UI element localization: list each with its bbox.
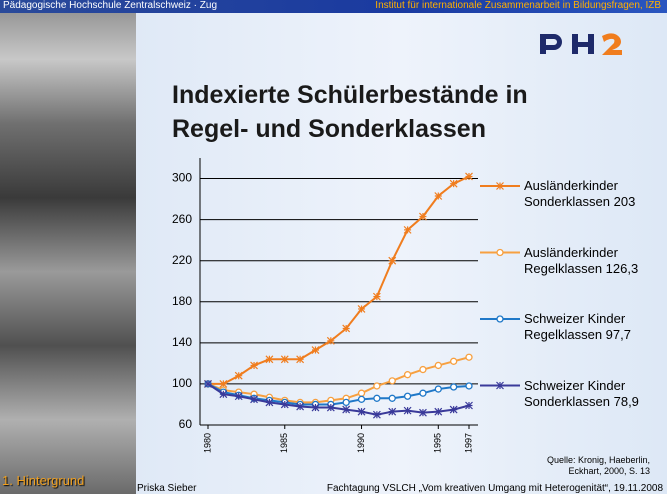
section-label: 1. Hintergrund [2, 473, 84, 488]
data-point [266, 356, 273, 363]
data-point [251, 396, 258, 403]
data-point [358, 408, 365, 415]
data-point [359, 390, 365, 396]
data-point [419, 213, 426, 220]
data-point [404, 226, 411, 233]
data-point [266, 399, 273, 406]
data-point [251, 362, 258, 369]
data-point [466, 173, 473, 180]
y-tick-label: 60 [179, 417, 193, 431]
data-point [343, 399, 349, 405]
data-point [358, 305, 365, 312]
data-point [466, 354, 472, 360]
data-point [374, 395, 380, 401]
data-point [389, 378, 395, 384]
data-point [419, 409, 426, 416]
series-line [208, 176, 469, 383]
legend-label: Ausländerkinder Sonderklassen 203 [524, 178, 664, 210]
data-point [297, 356, 304, 363]
data-point [451, 384, 457, 390]
x-tick-label: 1995 [433, 433, 443, 453]
data-point [235, 372, 242, 379]
data-point [281, 356, 288, 363]
data-point [312, 404, 319, 411]
x-tick-label: 1997 [463, 433, 473, 453]
y-tick-label: 300 [172, 171, 192, 185]
y-tick-label: 180 [172, 294, 192, 308]
slide: Pädagogische Hochschule Zentralschweiz ·… [0, 0, 667, 494]
data-point [466, 402, 473, 409]
data-point [451, 358, 457, 364]
y-tick-label: 100 [172, 376, 192, 390]
data-point [450, 180, 457, 187]
data-point [297, 403, 304, 410]
data-point [466, 383, 472, 389]
footer-author: Priska Sieber [137, 483, 196, 494]
y-tick-label: 220 [172, 253, 192, 267]
data-point [359, 396, 365, 402]
source-note: Quelle: Kronig, Haeberlin, Eckhart, 2000… [530, 455, 650, 477]
data-point [420, 367, 426, 373]
y-tick-label: 140 [172, 335, 192, 349]
data-point [435, 386, 441, 392]
legend-marker [497, 250, 503, 256]
data-point [327, 337, 334, 344]
legend-marker [497, 382, 504, 389]
data-point [373, 293, 380, 300]
data-point [220, 380, 227, 387]
data-point [435, 362, 441, 368]
data-point [389, 408, 396, 415]
x-tick-label: 1980 [202, 433, 212, 453]
data-point [205, 380, 212, 387]
data-point [405, 393, 411, 399]
data-point [235, 393, 242, 400]
data-point [312, 347, 319, 354]
x-tick-label: 1985 [279, 433, 289, 453]
data-point [281, 401, 288, 408]
data-point [420, 390, 426, 396]
data-point [404, 407, 411, 414]
legend-label: Schweizer Kinder Regelklassen 97,7 [524, 311, 664, 343]
data-point [389, 257, 396, 264]
legend-label: Schweizer Kinder Sonderklassen 78,9 [524, 378, 664, 410]
data-point [343, 325, 350, 332]
data-point [450, 406, 457, 413]
data-point [435, 192, 442, 199]
data-point [220, 391, 227, 398]
data-point [327, 404, 334, 411]
data-point [435, 408, 442, 415]
legend-marker [497, 316, 503, 322]
data-point [405, 372, 411, 378]
y-tick-label: 260 [172, 212, 192, 226]
data-point [373, 411, 380, 418]
legend-marker [497, 183, 504, 190]
data-point [374, 383, 380, 389]
data-point [343, 406, 350, 413]
footer-event: Fachtagung VSLCH „Vom kreativen Umgang m… [327, 483, 663, 494]
data-point [389, 395, 395, 401]
legend-label: Ausländerkinder Regelklassen 126,3 [524, 245, 664, 277]
x-tick-label: 1990 [356, 433, 366, 453]
series-line [208, 357, 469, 402]
